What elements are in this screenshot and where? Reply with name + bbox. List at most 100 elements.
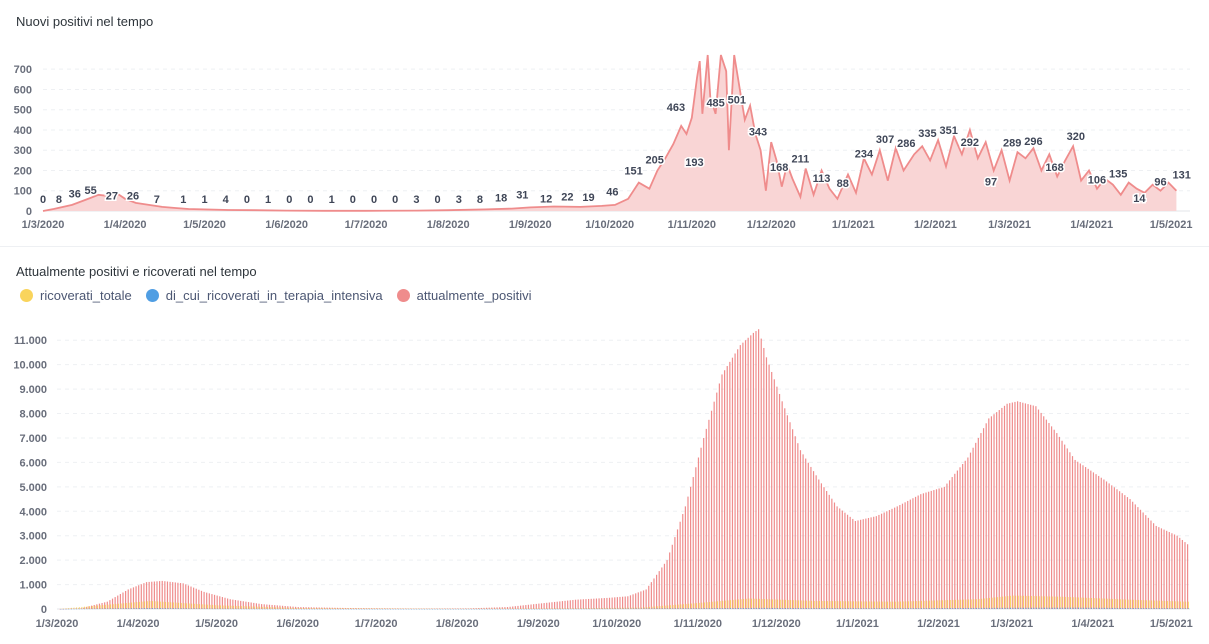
bar-attualmente-positivi bbox=[514, 606, 516, 609]
legend-item-attualmente-positivi[interactable]: attualmente_positivi bbox=[396, 288, 532, 303]
bar-ricoverati-totale bbox=[539, 608, 541, 609]
bar-di-cui-ricoverati-in-terapia-intensiva bbox=[1025, 607, 1027, 609]
bar-ricoverati-totale bbox=[635, 607, 637, 609]
bar-ricoverati-totale bbox=[99, 605, 101, 609]
bar-attualmente-positivi bbox=[546, 602, 548, 609]
bar-di-cui-ricoverati-in-terapia-intensiva bbox=[897, 608, 899, 609]
bar-attualmente-positivi bbox=[227, 598, 229, 609]
bar-di-cui-ricoverati-in-terapia-intensiva bbox=[552, 608, 554, 610]
bar-attualmente-positivi bbox=[574, 599, 577, 609]
bar-attualmente-positivi bbox=[109, 600, 111, 609]
bar-attualmente-positivi bbox=[104, 602, 106, 609]
bar-attualmente-positivi bbox=[993, 414, 995, 609]
x-tick-label: 1/3/2021 bbox=[988, 219, 1031, 231]
bar-ricoverati-totale bbox=[418, 608, 420, 610]
bar-ricoverati-totale bbox=[811, 600, 813, 609]
bar-ricoverati-totale bbox=[421, 608, 423, 610]
bar-attualmente-positivi bbox=[556, 601, 558, 609]
bar-di-cui-ricoverati-in-terapia-intensiva bbox=[573, 608, 575, 610]
bar-di-cui-ricoverati-in-terapia-intensiva bbox=[795, 608, 797, 609]
bar-ricoverati-totale bbox=[170, 602, 172, 609]
bar-ricoverati-totale bbox=[110, 604, 112, 609]
bar-di-cui-ricoverati-in-terapia-intensiva bbox=[774, 607, 776, 609]
y-tick-label: 300 bbox=[14, 145, 32, 157]
bar-attualmente-positivi bbox=[852, 518, 854, 609]
bar-ricoverati-totale bbox=[1180, 601, 1181, 609]
legend-item-ricoverati-totale[interactable]: ricoverati_totale bbox=[20, 288, 132, 303]
bar-ricoverati-totale bbox=[1041, 596, 1043, 609]
bar-attualmente-positivi bbox=[93, 604, 95, 609]
bar-ricoverati-totale bbox=[1080, 597, 1082, 609]
bar-di-cui-ricoverati-in-terapia-intensiva bbox=[583, 608, 585, 610]
bar-ricoverati-totale bbox=[316, 608, 318, 609]
bar-attualmente-positivi bbox=[561, 601, 564, 609]
bar-attualmente-positivi bbox=[242, 601, 244, 609]
bar-di-cui-ricoverati-in-terapia-intensiva bbox=[518, 608, 520, 610]
bar-ricoverati-totale bbox=[565, 608, 567, 609]
bar-ricoverati-totale bbox=[152, 601, 153, 609]
bar-di-cui-ricoverati-in-terapia-intensiva bbox=[625, 608, 627, 610]
bar-ricoverati-totale bbox=[518, 608, 520, 610]
bar-ricoverati-totale bbox=[345, 608, 347, 609]
bar-ricoverati-totale bbox=[356, 608, 357, 609]
bar-di-cui-ricoverati-in-terapia-intensiva bbox=[494, 608, 496, 610]
bar-ricoverati-totale bbox=[777, 599, 779, 609]
x-tick-label: 1/4/2021 bbox=[1070, 219, 1113, 231]
bar-di-cui-ricoverati-in-terapia-intensiva bbox=[751, 607, 752, 609]
bar-di-cui-ricoverati-in-terapia-intensiva bbox=[902, 608, 904, 609]
bar-ricoverati-totale bbox=[696, 603, 698, 609]
y-tick-label: 100 bbox=[14, 186, 32, 198]
data-label: 307 bbox=[876, 134, 894, 146]
bar-attualmente-positivi bbox=[1134, 504, 1136, 609]
bar-di-cui-ricoverati-in-terapia-intensiva bbox=[560, 608, 562, 610]
bar-ricoverati-totale bbox=[1083, 597, 1085, 609]
bar-ricoverati-totale bbox=[293, 607, 295, 609]
bar-attualmente-positivi bbox=[381, 608, 383, 609]
bar-ricoverati-totale bbox=[361, 608, 363, 609]
bar-attualmente-positivi bbox=[470, 608, 472, 609]
bar-attualmente-positivi bbox=[138, 585, 140, 609]
bar-di-cui-ricoverati-in-terapia-intensiva bbox=[863, 608, 865, 609]
bar-di-cui-ricoverati-in-terapia-intensiva bbox=[434, 608, 436, 610]
bar-ricoverati-totale bbox=[1117, 599, 1119, 609]
bar-ricoverati-totale bbox=[528, 608, 530, 609]
bar-attualmente-positivi bbox=[64, 608, 67, 610]
bar-ricoverati-totale bbox=[1038, 596, 1040, 609]
bar-attualmente-positivi bbox=[548, 602, 550, 609]
legend-item-terapia-intensiva[interactable]: di_cui_ricoverati_in_terapia_intensiva bbox=[145, 288, 383, 303]
bar-attualmente-positivi bbox=[826, 491, 828, 609]
bar-ricoverati-totale bbox=[607, 607, 609, 609]
bar-di-cui-ricoverati-in-terapia-intensiva bbox=[1078, 607, 1079, 609]
data-label: 485 bbox=[706, 98, 724, 110]
bar-ricoverati-totale bbox=[1101, 598, 1103, 609]
bar-di-cui-ricoverati-in-terapia-intensiva bbox=[688, 608, 690, 609]
bar-di-cui-ricoverati-in-terapia-intensiva bbox=[798, 608, 800, 609]
bar-ricoverati-totale bbox=[654, 606, 656, 609]
bar-attualmente-positivi bbox=[551, 602, 553, 609]
bar-di-cui-ricoverati-in-terapia-intensiva bbox=[591, 608, 593, 610]
bar-di-cui-ricoverati-in-terapia-intensiva bbox=[829, 608, 831, 609]
bar-di-cui-ricoverati-in-terapia-intensiva bbox=[826, 608, 828, 609]
bar-di-cui-ricoverati-in-terapia-intensiva bbox=[960, 608, 962, 609]
bar-attualmente-positivi bbox=[365, 608, 367, 609]
bar-attualmente-positivi bbox=[538, 603, 540, 609]
x-tick-label: 1/4/2020 bbox=[104, 219, 147, 231]
bar-attualmente-positivi bbox=[480, 607, 482, 609]
x-tick-label: 1/5/2021 bbox=[1150, 219, 1193, 231]
area-line bbox=[42, 54, 1178, 212]
bar-ricoverati-totale bbox=[520, 608, 522, 609]
bar-di-cui-ricoverati-in-terapia-intensiva bbox=[905, 608, 907, 609]
bar-di-cui-ricoverati-in-terapia-intensiva bbox=[397, 608, 399, 610]
chart-title[interactable]: Attualmente positivi e ricoverati nel te… bbox=[16, 264, 257, 279]
bar-di-cui-ricoverati-in-terapia-intensiva bbox=[369, 608, 371, 610]
bar-attualmente-positivi bbox=[878, 514, 880, 609]
bar-di-cui-ricoverati-in-terapia-intensiva bbox=[1180, 608, 1181, 609]
bar-attualmente-positivi bbox=[977, 437, 979, 609]
bar-ricoverati-totale bbox=[630, 607, 632, 609]
bar-di-cui-ricoverati-in-terapia-intensiva bbox=[952, 608, 954, 609]
bar-di-cui-ricoverati-in-terapia-intensiva bbox=[387, 608, 389, 610]
bar-di-cui-ricoverati-in-terapia-intensiva bbox=[536, 608, 538, 610]
bar-attualmente-positivi bbox=[737, 349, 739, 609]
bar-attualmente-positivi bbox=[85, 606, 87, 609]
chart-title[interactable]: Nuovi positivi nel tempo bbox=[16, 14, 154, 29]
